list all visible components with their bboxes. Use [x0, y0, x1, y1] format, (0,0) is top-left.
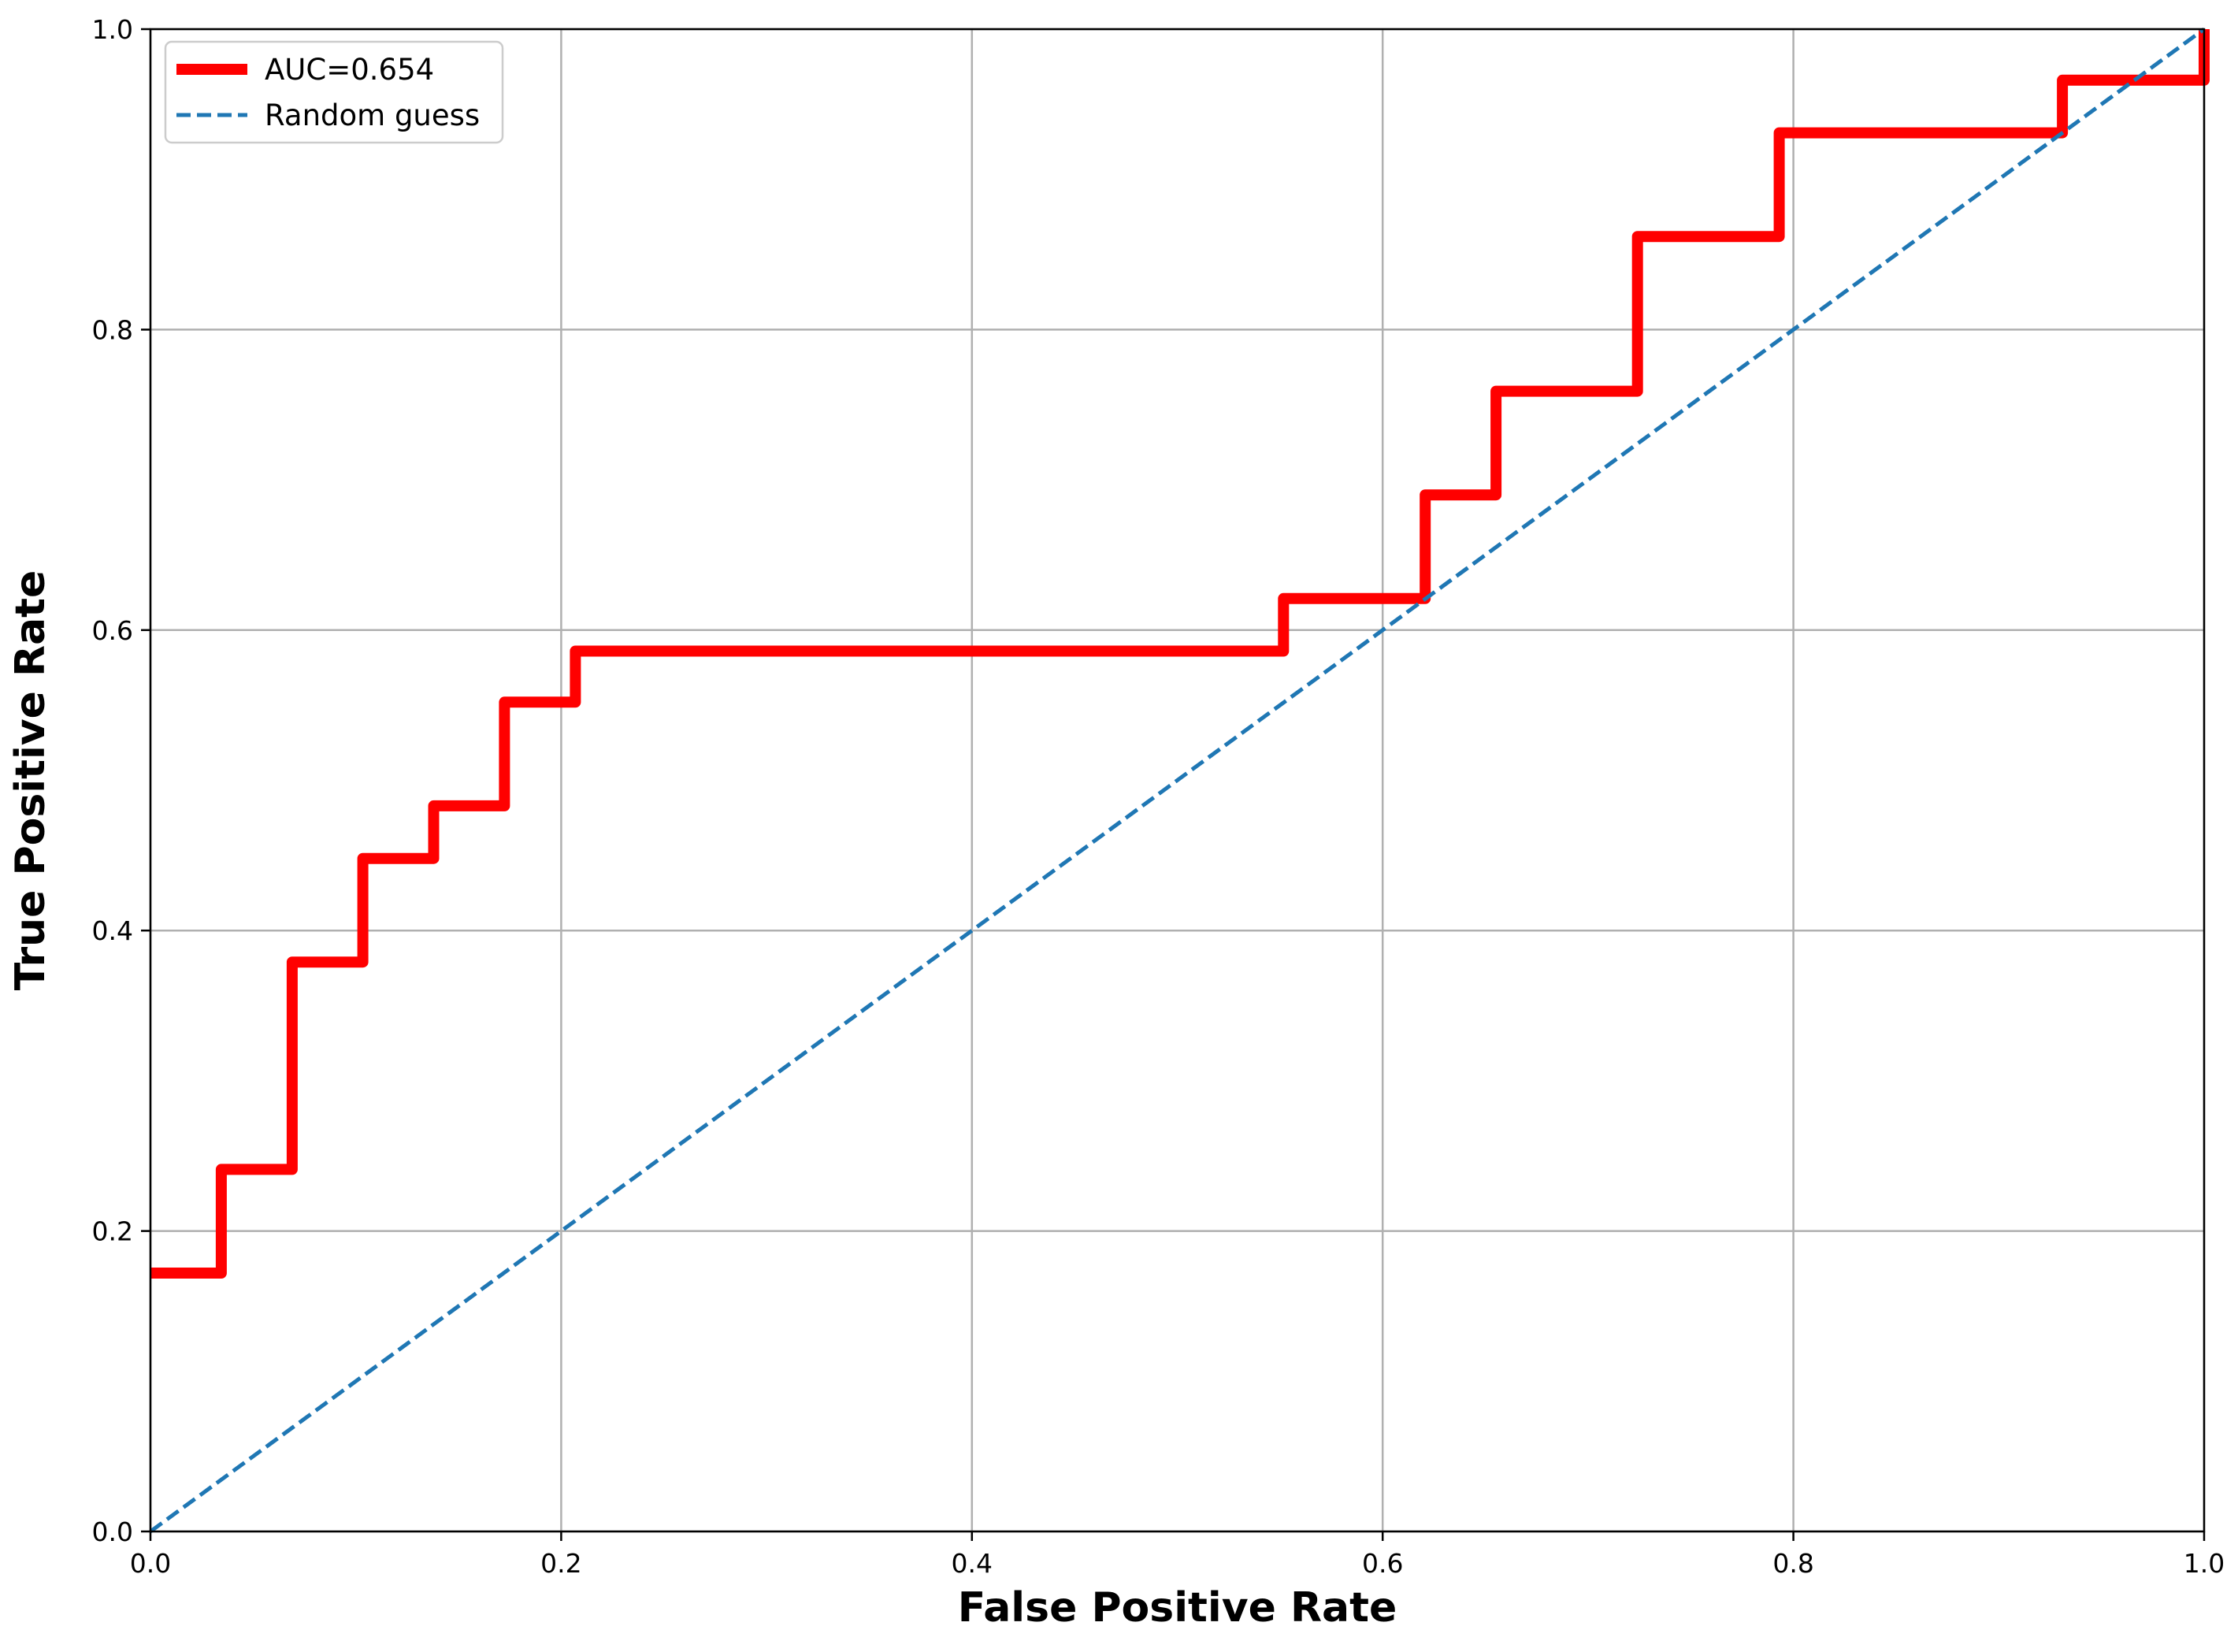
y-tick-label: 1.0: [92, 14, 133, 45]
legend-label: AUC=0.654: [265, 53, 434, 87]
x-tick-label: 1.0: [2184, 1548, 2225, 1579]
x-tick-label: 0.4: [952, 1548, 993, 1579]
random-guess-line: [149, 27, 2206, 1534]
x-tick-label: 0.6: [1362, 1548, 1403, 1579]
roc-curve: [150, 29, 2210, 1279]
tick-layer: 0.0 0.2 0.4 0.6 0.8 1.0 0.0 0.2 0.4 0.6 0.8 1.0: [92, 14, 2225, 1579]
x-tick-label: 0.0: [130, 1548, 171, 1579]
y-tick-label: 0.2: [92, 1216, 133, 1247]
x-axis-label: False Positive Rate: [958, 1584, 1397, 1632]
series-layer: [149, 27, 2210, 1534]
y-tick-label: 0.4: [92, 915, 133, 946]
y-axis-label: True Positive Rate: [7, 570, 54, 991]
y-tick-label: 0.8: [92, 314, 133, 345]
legend: AUC=0.654 Random guess: [164, 40, 504, 144]
x-tick-label: 0.8: [1772, 1548, 1813, 1579]
x-tick-label: 0.2: [540, 1548, 581, 1579]
plot-frame: [149, 28, 2206, 1533]
y-tick-label: 0.6: [92, 615, 133, 646]
y-tick-label: 0.0: [92, 1516, 133, 1547]
legend-box: [164, 40, 504, 144]
legend-label: Random guess: [265, 98, 480, 132]
